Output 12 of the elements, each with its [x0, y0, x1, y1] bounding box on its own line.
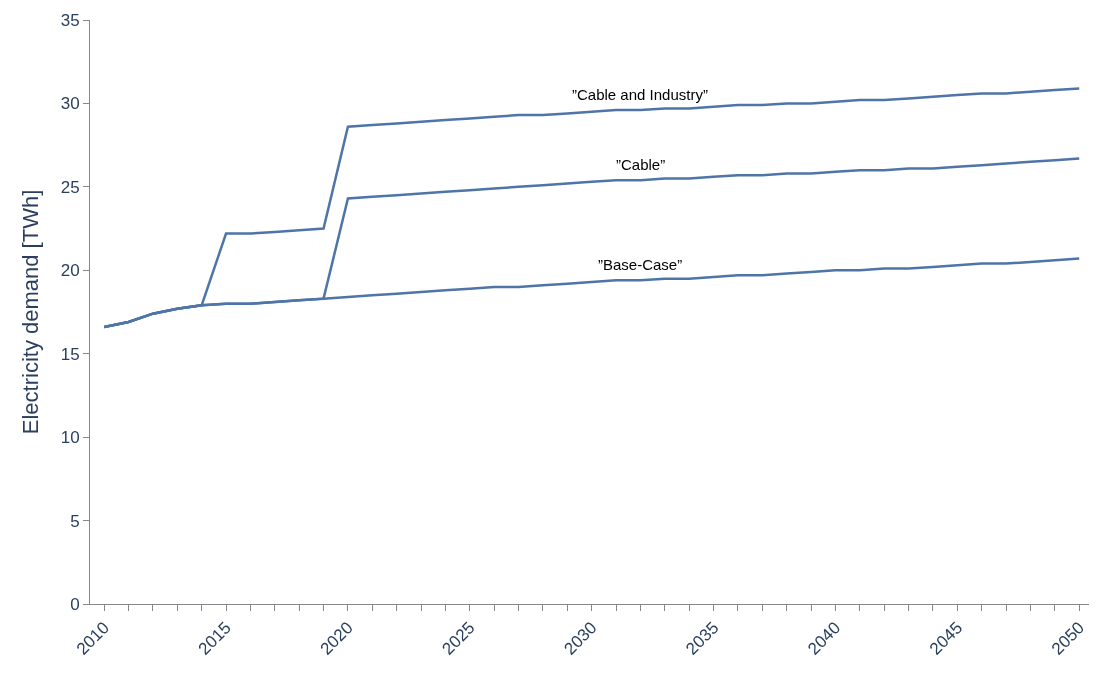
series-label: ”Cable and Industry”: [572, 86, 708, 103]
y-tick-label: 10: [60, 428, 80, 448]
y-axis-title: Electricity demand [TWh]: [18, 189, 44, 435]
y-tick-label: 30: [60, 94, 80, 114]
y-tick-label: 20: [60, 261, 80, 281]
y-tick-label: 35: [60, 10, 80, 30]
series-label: ”Cable”: [616, 156, 666, 173]
series-label: ”Base-Case”: [598, 256, 683, 273]
y-tick-label: 0: [70, 594, 80, 614]
y-tick-label: 25: [60, 177, 80, 197]
y-tick-label: 5: [70, 511, 80, 531]
y-tick-label: 15: [60, 344, 80, 364]
